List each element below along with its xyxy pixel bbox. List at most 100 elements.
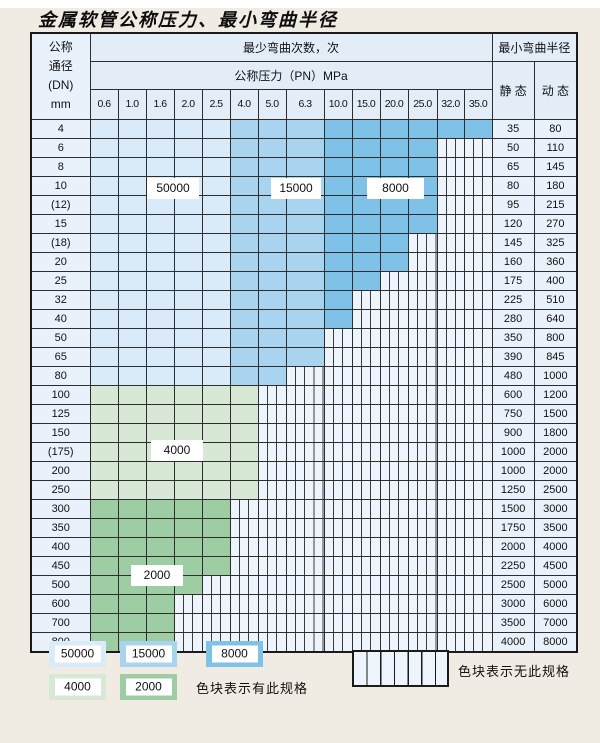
spec-cell xyxy=(89,308,119,329)
no-spec-cell xyxy=(436,460,465,481)
spec-cell xyxy=(201,555,231,576)
no-spec-cell xyxy=(463,137,493,158)
table-row: (12) 95 215 xyxy=(30,194,578,215)
spec-cell xyxy=(145,479,175,500)
no-spec-cell xyxy=(463,232,493,253)
spec-cell xyxy=(379,137,409,158)
spec-cell xyxy=(257,118,287,139)
legend-swatch-15000: 15000 xyxy=(120,641,177,667)
no-spec-cell xyxy=(407,479,438,500)
dn-cell: 25 xyxy=(30,270,91,291)
static-radius-cell: 3000 xyxy=(491,593,535,614)
static-radius-cell: 160 xyxy=(491,251,535,272)
dn-cell: 4 xyxy=(30,118,91,139)
spec-cell xyxy=(379,118,409,139)
dn-header-line: 公称 xyxy=(48,40,73,55)
static-radius-cell: 2000 xyxy=(491,536,535,557)
spec-cell xyxy=(145,403,175,424)
spec-cell xyxy=(173,460,203,481)
table-row: (18) 145 325 xyxy=(30,232,578,253)
dynamic-radius-cell: 5000 xyxy=(533,574,578,595)
spec-cell xyxy=(117,251,147,272)
no-spec-cell xyxy=(257,574,287,595)
no-spec-cell xyxy=(323,555,353,576)
spec-cell xyxy=(285,270,325,291)
no-spec-cell xyxy=(463,251,493,272)
spec-table: 公称 通径 (DN) mm 最少弯曲次数，次 最小弯曲半径 公称压力（PN）MP… xyxy=(30,32,579,653)
zone-label-4000: 4000 xyxy=(151,440,203,461)
static-radius-cell: 4000 xyxy=(491,631,535,652)
no-spec-cell xyxy=(285,384,325,405)
no-spec-cell xyxy=(257,460,287,481)
no-spec-cell xyxy=(463,631,493,652)
no-spec-cell xyxy=(257,631,287,652)
dn-cell: 40 xyxy=(30,308,91,329)
dynamic-radius-cell: 800 xyxy=(533,327,578,348)
spec-cell xyxy=(351,137,381,158)
table-row: 125 750 1500 xyxy=(30,403,578,424)
spec-cell xyxy=(229,270,259,291)
spec-cell xyxy=(257,346,287,367)
no-spec-cell xyxy=(351,593,381,614)
spec-cell xyxy=(257,308,287,329)
spec-cell xyxy=(229,194,259,215)
spec-cell xyxy=(117,517,147,538)
spec-cell xyxy=(285,232,325,253)
pn-col-label: 35.0 xyxy=(463,88,493,120)
dn-cell: 6 xyxy=(30,137,91,158)
static-radius-cell: 1750 xyxy=(491,517,535,538)
no-spec-cell xyxy=(379,498,409,519)
no-spec-cell xyxy=(323,441,353,462)
spec-cell xyxy=(117,213,147,234)
dynamic-header: 动 态 xyxy=(533,60,578,120)
static-radius-cell: 120 xyxy=(491,213,535,234)
spec-cell xyxy=(117,384,147,405)
static-radius-cell: 1250 xyxy=(491,479,535,500)
table-row: 600 3000 6000 xyxy=(30,593,578,614)
spec-cell xyxy=(117,270,147,291)
spec-cell xyxy=(173,422,203,443)
spec-cell xyxy=(201,251,231,272)
top-white-strip xyxy=(0,0,600,8)
no-spec-cell xyxy=(463,365,493,386)
spec-cell xyxy=(323,175,353,196)
table-row: 80040008000 xyxy=(30,631,578,652)
spec-cell xyxy=(229,118,259,139)
no-spec-cell xyxy=(463,460,493,481)
legend-label-15000: 15000 xyxy=(125,645,172,663)
no-spec-cell xyxy=(323,536,353,557)
spec-cell xyxy=(89,517,119,538)
spec-cell xyxy=(89,593,119,614)
spec-cell xyxy=(117,175,147,196)
dn-cell: (12) xyxy=(30,194,91,215)
spec-cell xyxy=(257,156,287,177)
spec-cell xyxy=(117,479,147,500)
spec-cell xyxy=(173,536,203,557)
no-spec-cell xyxy=(436,175,465,196)
dn-cell: 200 xyxy=(30,460,91,481)
spec-cell xyxy=(351,118,381,139)
spec-cell xyxy=(323,194,353,215)
no-spec-cell xyxy=(436,536,465,557)
spec-cell xyxy=(89,479,119,500)
spec-cell xyxy=(323,251,353,272)
spec-cell xyxy=(229,156,259,177)
no-spec-cell xyxy=(407,555,438,576)
no-spec-cell xyxy=(407,365,438,386)
no-spec-cell xyxy=(379,593,409,614)
spec-cell xyxy=(145,498,175,519)
dn-cell: 300 xyxy=(30,498,91,519)
no-spec-cell xyxy=(323,365,353,386)
no-spec-cell xyxy=(323,593,353,614)
static-header: 静 态 xyxy=(491,60,535,120)
no-spec-cell xyxy=(323,612,353,633)
no-spec-cell xyxy=(285,403,325,424)
spec-cell xyxy=(229,384,259,405)
no-spec-cell xyxy=(351,346,381,367)
spec-cell xyxy=(89,327,119,348)
spec-cell xyxy=(173,270,203,291)
spec-cell xyxy=(89,612,119,633)
legend-label-50000: 50000 xyxy=(54,645,101,663)
no-spec-cell xyxy=(436,498,465,519)
dn-cell: 80 xyxy=(30,365,91,386)
